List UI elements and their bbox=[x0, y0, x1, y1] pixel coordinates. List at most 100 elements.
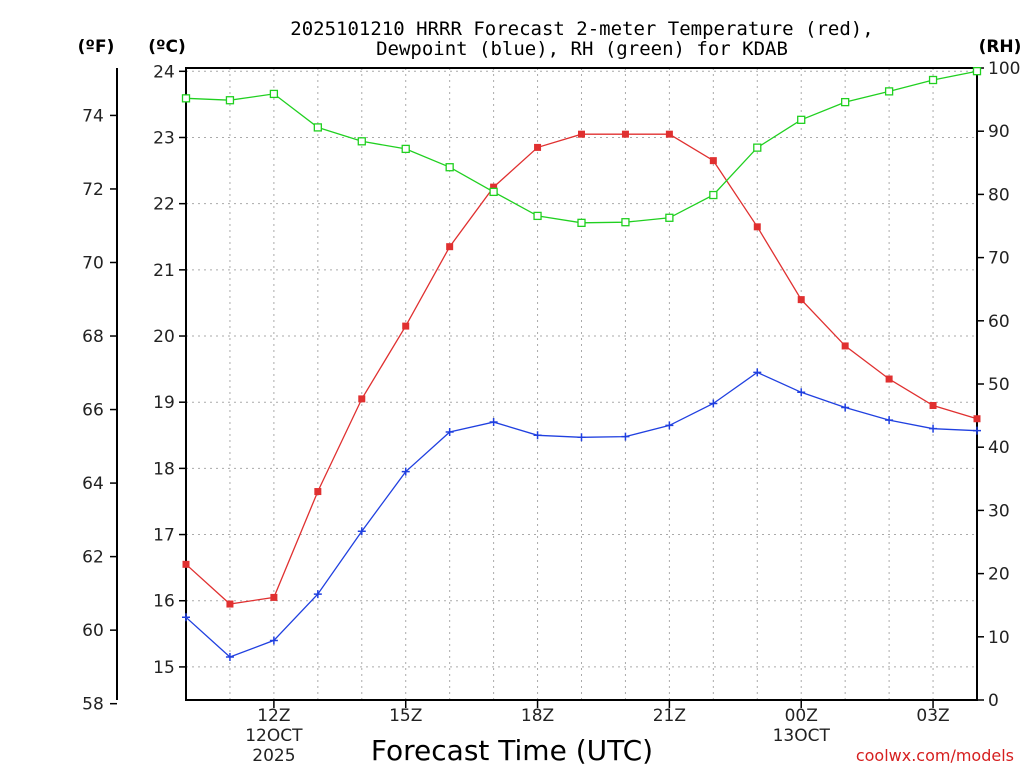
rh-point bbox=[313, 123, 322, 132]
temperature-point bbox=[929, 402, 937, 410]
x-tick-label: 03Z bbox=[916, 706, 949, 726]
dewpoint-point bbox=[709, 399, 718, 408]
rh-tick-label: 0 bbox=[988, 691, 999, 711]
temperature-point bbox=[314, 488, 322, 496]
rh-point bbox=[928, 75, 938, 85]
dewpoint-point bbox=[621, 432, 630, 441]
temperature-point bbox=[490, 183, 498, 191]
fahrenheit-tick-label: 62 bbox=[82, 548, 104, 568]
rh-point bbox=[621, 218, 630, 227]
rh-tick-label: 90 bbox=[988, 122, 1010, 142]
rh-point bbox=[665, 213, 674, 222]
rh-tick-label: 70 bbox=[988, 249, 1010, 269]
dewpoint-point bbox=[225, 652, 234, 661]
rh-tick-label: 50 bbox=[988, 375, 1010, 395]
x-axis-label: Forecast Time (UTC) bbox=[371, 734, 653, 767]
fahrenheit-tick-label: 60 bbox=[82, 621, 104, 641]
rh-point bbox=[225, 96, 235, 105]
celsius-tick-label: 18 bbox=[153, 459, 175, 479]
celsius-tick-label: 17 bbox=[153, 526, 175, 546]
x-tick-label: 21Z bbox=[653, 706, 686, 726]
rh-point bbox=[884, 87, 894, 96]
temperature-point bbox=[226, 600, 234, 608]
rh-tick-label: 10 bbox=[988, 628, 1010, 648]
rh-point bbox=[357, 137, 366, 146]
temperature-point bbox=[446, 243, 454, 251]
temperature-point bbox=[621, 130, 629, 138]
rh-tick-label: 80 bbox=[988, 185, 1010, 205]
rh-point bbox=[489, 187, 498, 197]
temperature-point bbox=[534, 143, 542, 151]
celsius-tick-label: 16 bbox=[153, 592, 175, 612]
temperature-point bbox=[358, 395, 366, 403]
dewpoint-point bbox=[753, 368, 762, 377]
dewpoint-point bbox=[929, 424, 938, 433]
celsius-tick-label: 15 bbox=[153, 658, 175, 678]
plot-frame bbox=[185, 67, 978, 701]
fahrenheit-tick-label: 66 bbox=[82, 401, 104, 421]
x-tick-label: 12Z bbox=[257, 706, 290, 726]
rh-point bbox=[972, 67, 982, 76]
dewpoint-point bbox=[533, 431, 542, 440]
dewpoint-point bbox=[665, 421, 674, 430]
rh-point bbox=[797, 115, 806, 124]
celsius-unit-label: (ºC) bbox=[148, 37, 186, 57]
data-series bbox=[181, 67, 982, 661]
x-tick-label: 15Z bbox=[389, 706, 422, 726]
temperature-point bbox=[841, 342, 849, 350]
x-tick-date-label: 12OCT bbox=[245, 726, 303, 746]
dewpoint-point bbox=[445, 427, 454, 436]
rh-point bbox=[401, 144, 410, 154]
rh-point bbox=[269, 89, 279, 99]
dewpoint-point bbox=[489, 418, 498, 427]
x-tick-label: 00Z bbox=[785, 706, 818, 726]
celsius-tick-label: 22 bbox=[153, 195, 175, 215]
temperature-point bbox=[402, 322, 410, 330]
dewpoint-point bbox=[577, 433, 586, 442]
temperature-point bbox=[709, 157, 717, 165]
dewpoint-point bbox=[797, 388, 806, 397]
temperature-point bbox=[753, 223, 761, 231]
rh-point bbox=[533, 211, 542, 221]
rh-tick-label: 30 bbox=[988, 501, 1010, 521]
chart-title-line2: Dewpoint (blue), RH (green) for KDAB bbox=[376, 38, 788, 60]
temperature-point bbox=[270, 593, 278, 601]
rh-tick-label: 60 bbox=[988, 312, 1010, 332]
x-tick-date-label: 13OCT bbox=[773, 726, 831, 746]
dewpoint-point bbox=[313, 590, 322, 599]
credit-text: coolwx.com/models bbox=[856, 746, 1014, 765]
rh-point bbox=[445, 163, 454, 172]
dewpoint-point bbox=[401, 467, 410, 476]
dewpoint-point bbox=[973, 426, 981, 435]
rh-point bbox=[753, 143, 762, 152]
fahrenheit-unit-label: (ºF) bbox=[78, 37, 115, 57]
celsius-tick-label: 23 bbox=[153, 128, 175, 148]
rh-tick-label: 20 bbox=[988, 565, 1010, 585]
x-tick-label: 18Z bbox=[521, 706, 554, 726]
gridlines bbox=[186, 68, 977, 700]
celsius-tick-label: 21 bbox=[153, 261, 175, 281]
temperature-point bbox=[973, 415, 981, 423]
rh-point bbox=[181, 94, 191, 103]
rh-tick-label: 40 bbox=[988, 438, 1010, 458]
fahrenheit-tick-label: 72 bbox=[82, 180, 104, 200]
rh-point bbox=[841, 97, 850, 107]
celsius-tick-label: 24 bbox=[153, 62, 175, 82]
temperature-point bbox=[885, 375, 893, 383]
x-tick-year-label: 2025 bbox=[252, 746, 295, 766]
fahrenheit-tick-label: 64 bbox=[82, 474, 104, 494]
chart-title-line1: 2025101210 HRRR Forecast 2-meter Tempera… bbox=[290, 18, 873, 40]
celsius-tick-label: 19 bbox=[153, 393, 175, 413]
dewpoint-point bbox=[841, 403, 850, 412]
rh-point bbox=[577, 218, 586, 227]
fahrenheit-tick-label: 58 bbox=[82, 695, 104, 715]
dewpoint-point bbox=[269, 636, 278, 645]
rh-tick-label: 100 bbox=[988, 59, 1020, 79]
temperature-point bbox=[182, 560, 190, 568]
temperature-point bbox=[665, 130, 673, 138]
dewpoint-point bbox=[357, 527, 366, 536]
axes: 15 16 17 18 19 20 21 22 23 24 58 60 62 64 66 68 70 72 74 0 1… bbox=[82, 59, 1020, 766]
fahrenheit-tick-label: 70 bbox=[82, 253, 104, 273]
dewpoint-point bbox=[182, 613, 190, 622]
